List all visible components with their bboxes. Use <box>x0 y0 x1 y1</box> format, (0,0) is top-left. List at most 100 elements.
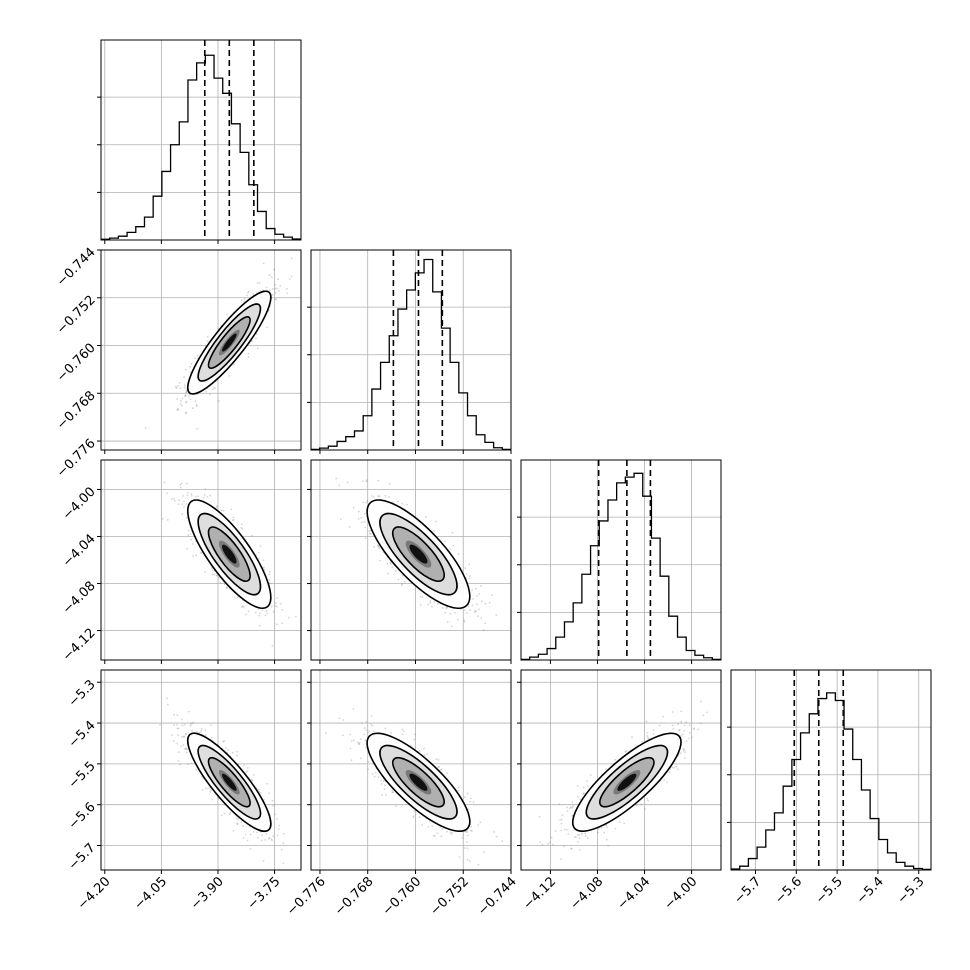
sample-point <box>692 728 695 731</box>
sample-point <box>257 788 260 791</box>
sample-point <box>401 583 404 585</box>
sample-point <box>474 587 477 590</box>
sample-point <box>262 559 265 562</box>
sample-point <box>288 278 291 280</box>
sample-point <box>243 764 246 767</box>
panel-content <box>101 250 301 450</box>
sample-point <box>474 610 476 612</box>
sample-point <box>370 495 373 497</box>
sample-point <box>477 608 480 611</box>
sample-point <box>419 595 422 598</box>
panel-content <box>101 40 301 240</box>
sample-point <box>575 836 578 838</box>
sample-point <box>356 741 359 744</box>
sample-point <box>371 724 374 727</box>
sample-point <box>274 287 277 290</box>
sample-point <box>341 734 344 737</box>
sample-point <box>257 836 260 839</box>
sample-point <box>177 385 180 387</box>
sample-point <box>570 848 573 850</box>
sample-point <box>462 833 465 836</box>
sample-point <box>240 523 243 526</box>
sample-point <box>270 276 273 279</box>
sample-point <box>419 604 422 606</box>
sample-point <box>249 833 252 836</box>
sample-point <box>209 494 211 497</box>
sample-point <box>254 337 257 340</box>
sample-point <box>171 498 173 500</box>
sample-point <box>185 747 188 750</box>
sample-point <box>390 732 392 734</box>
sample-point <box>272 610 275 613</box>
sample-point <box>177 408 180 411</box>
sample-point <box>266 782 269 785</box>
sample-point <box>377 544 380 547</box>
sample-point <box>201 788 204 791</box>
sample-point <box>273 268 275 271</box>
sample-point <box>352 739 355 742</box>
sample-point <box>272 804 275 807</box>
sample-point <box>465 573 468 575</box>
sample-point <box>285 287 288 290</box>
sample-point <box>258 557 260 560</box>
sample-point <box>217 576 220 579</box>
sample-point <box>207 787 209 790</box>
sample-point <box>180 400 182 402</box>
sample-point <box>566 810 569 813</box>
sample-point <box>265 609 268 612</box>
sample-point <box>163 481 166 484</box>
sample-point <box>232 829 235 832</box>
sample-point <box>206 340 209 343</box>
sample-point <box>433 601 436 604</box>
sample-point <box>372 496 375 499</box>
sample-point <box>176 714 179 717</box>
sample-point <box>183 384 186 387</box>
sample-point <box>179 387 182 390</box>
sample-point <box>269 570 271 573</box>
sample-point <box>582 786 585 789</box>
sample-point <box>271 294 274 296</box>
sample-point <box>241 528 244 530</box>
sample-point <box>425 516 427 518</box>
sample-point <box>191 407 194 410</box>
sample-point <box>220 509 223 512</box>
panel-frame <box>310 249 512 451</box>
sample-point <box>377 495 380 497</box>
sample-point <box>572 805 574 808</box>
sample-point <box>437 758 440 761</box>
sample-point <box>468 563 471 566</box>
sample-point <box>281 608 284 611</box>
sample-point <box>466 858 469 861</box>
sample-point <box>210 567 213 569</box>
sample-point <box>480 585 482 587</box>
sample-point <box>401 502 404 505</box>
density-peak <box>222 544 237 564</box>
sample-point <box>427 603 430 606</box>
sample-point <box>267 837 270 840</box>
sample-point <box>470 830 473 832</box>
sample-point <box>195 554 198 557</box>
sample-point <box>471 589 474 591</box>
sample-point <box>495 835 498 838</box>
sample-point <box>268 573 271 576</box>
panel-1-0 <box>97 249 302 454</box>
sample-point <box>185 748 187 751</box>
sample-point <box>225 746 227 749</box>
sample-point <box>359 738 362 741</box>
sample-point <box>185 389 188 392</box>
sample-point <box>461 836 464 839</box>
sample-point <box>233 519 235 521</box>
sample-point <box>202 496 205 499</box>
sample-point <box>268 792 271 795</box>
sample-point <box>418 750 421 752</box>
sample-point <box>185 503 188 505</box>
sample-point <box>219 581 222 584</box>
panel-content <box>311 250 511 450</box>
sample-point <box>361 501 364 504</box>
sample-point <box>185 482 188 485</box>
panel-frame <box>100 249 302 451</box>
sample-point <box>191 729 193 732</box>
sample-point <box>194 400 197 403</box>
sample-point <box>364 537 367 540</box>
sample-point <box>234 596 236 599</box>
